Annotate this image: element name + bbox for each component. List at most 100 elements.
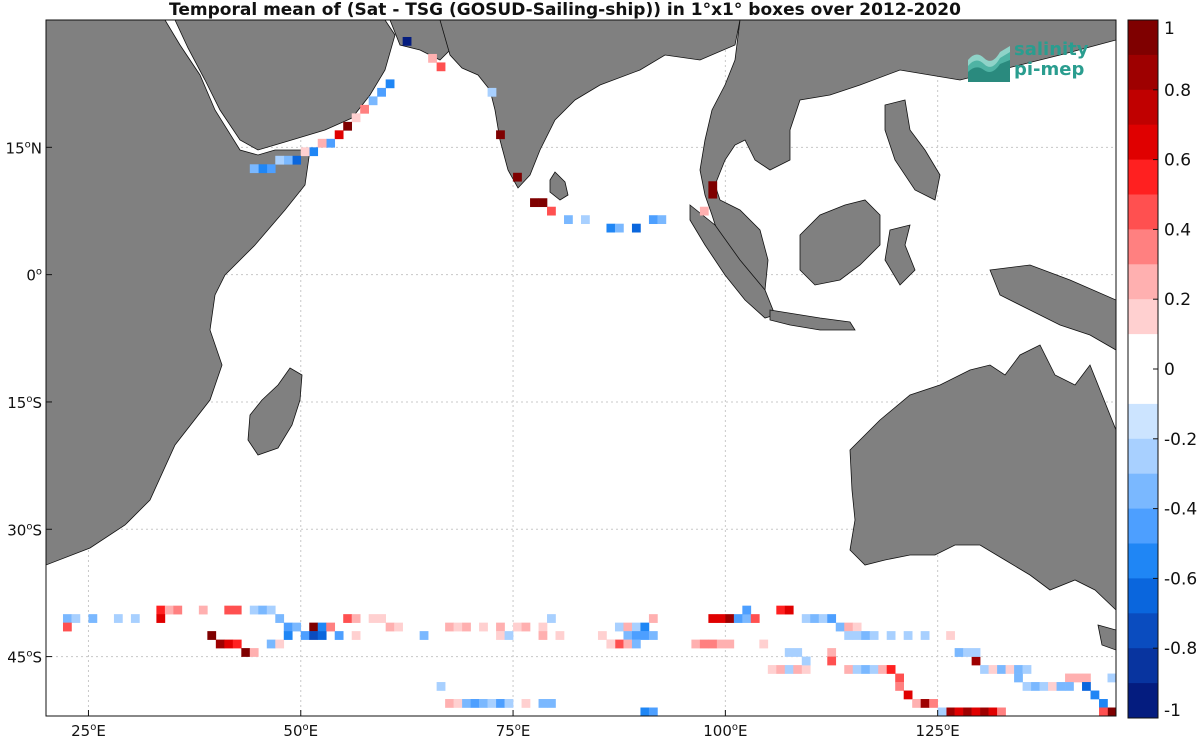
grid-cell xyxy=(249,164,259,174)
grid-cell xyxy=(827,648,837,657)
grid-cell xyxy=(835,622,845,632)
grid-cell xyxy=(62,622,72,632)
grid-cell xyxy=(861,631,871,640)
land-philippines xyxy=(884,99,941,201)
grid-cell xyxy=(954,648,964,657)
grid-cell xyxy=(530,198,539,208)
colorbar-segment xyxy=(1128,648,1158,684)
land-borneo xyxy=(799,199,881,286)
grid-cell xyxy=(946,707,955,716)
grid-cell xyxy=(173,605,183,615)
colorbar-segment xyxy=(1128,299,1158,335)
grid-cell xyxy=(300,631,310,640)
grid-cell xyxy=(699,206,709,216)
grid-cell xyxy=(300,147,310,157)
grid-cell xyxy=(164,605,174,615)
grid-cell xyxy=(640,707,650,716)
grid-cell xyxy=(852,622,862,632)
grid-cell xyxy=(725,639,735,649)
lat-tick-label: 15oN xyxy=(6,139,42,157)
lon-tick-label: 100oE xyxy=(703,722,747,740)
grid-cell xyxy=(351,631,361,640)
grid-cell xyxy=(1022,682,1032,691)
colorbar-label: 1 xyxy=(1164,19,1175,39)
lon-tick-label: 50oE xyxy=(283,722,318,740)
grid-cell xyxy=(555,631,565,640)
grid-cell xyxy=(470,699,480,708)
grid-cell xyxy=(275,614,285,623)
grid-cell xyxy=(1107,707,1116,716)
wave-logo-icon xyxy=(968,46,1010,82)
grid-cell xyxy=(810,614,820,623)
grid-cell xyxy=(699,639,709,649)
grid-cell xyxy=(954,707,964,716)
grid-cell xyxy=(597,631,607,640)
land-sri-lanka xyxy=(549,171,569,201)
grid-cell xyxy=(224,605,234,615)
grid-cell xyxy=(513,622,522,632)
grid-cell xyxy=(385,622,395,632)
grid-cell xyxy=(1014,665,1023,674)
grid-cell xyxy=(844,631,854,640)
colorbar-label: 0.4 xyxy=(1164,220,1191,240)
colorbar-segment xyxy=(1128,124,1158,161)
grid-cell xyxy=(963,648,972,657)
grid-cell xyxy=(648,215,658,225)
grid-cell xyxy=(453,622,463,632)
grid-cell xyxy=(1056,682,1066,691)
grid-cell xyxy=(997,665,1006,674)
grid-cell xyxy=(198,605,208,615)
grid-cell xyxy=(487,699,497,708)
grid-cell xyxy=(623,622,633,632)
colorbar-label: 0.8 xyxy=(1164,81,1191,101)
colorbar-label: -0.6 xyxy=(1164,569,1197,589)
grid-cell xyxy=(462,699,471,708)
colorbar-segment xyxy=(1128,229,1158,265)
data-cells xyxy=(62,36,1116,716)
land-masses xyxy=(46,20,1116,651)
grid-cell xyxy=(861,665,871,674)
grid-cell xyxy=(1039,682,1049,691)
grid-cell xyxy=(156,605,166,615)
grid-cell xyxy=(980,665,989,674)
grid-cell xyxy=(317,622,327,632)
colorbar-label: 0 xyxy=(1164,360,1175,380)
grid-cell xyxy=(631,631,641,640)
grid-cell xyxy=(980,707,989,716)
grid-cell xyxy=(564,215,573,225)
grid-cell xyxy=(547,614,556,623)
grid-cell xyxy=(767,665,777,674)
grid-cell xyxy=(266,605,276,615)
grid-cell xyxy=(733,614,743,623)
grid-cell xyxy=(878,665,888,674)
colorbar-segment xyxy=(1128,20,1158,56)
grid-cell xyxy=(496,699,505,708)
colorbar: 1 0.8 0.6 0.4 0.2 0 -0.2 -0.4 -0.6 -0.8 -1 xyxy=(1127,19,1197,721)
lat-tick-label: 45oS xyxy=(7,649,42,667)
grid-cell xyxy=(852,631,862,640)
grid-cell xyxy=(1073,673,1083,683)
land-papua xyxy=(989,264,1116,351)
grid-cell xyxy=(428,53,437,63)
lat-tick-label: 30oS xyxy=(7,521,42,539)
grid-cell xyxy=(648,707,658,716)
grid-cell xyxy=(521,622,531,632)
grid-cell xyxy=(784,648,794,657)
colorbar-segment xyxy=(1128,508,1158,544)
grid-cell xyxy=(716,614,726,623)
grid-cell xyxy=(657,215,667,225)
grid-cell xyxy=(801,614,811,623)
colorbar-segment xyxy=(1128,194,1158,230)
grid-cell xyxy=(249,648,259,657)
grid-cell xyxy=(351,113,361,123)
grid-cell xyxy=(759,639,769,649)
lon-tick-label: 75oE xyxy=(496,722,531,740)
grid-cell xyxy=(113,614,123,623)
grid-cell xyxy=(88,614,98,623)
grid-cell xyxy=(631,622,641,632)
grid-cell xyxy=(377,614,386,623)
grid-cell xyxy=(903,631,913,640)
grid-cell xyxy=(207,631,217,640)
grid-cell xyxy=(1082,673,1091,683)
colorbar-segment xyxy=(1128,334,1158,370)
